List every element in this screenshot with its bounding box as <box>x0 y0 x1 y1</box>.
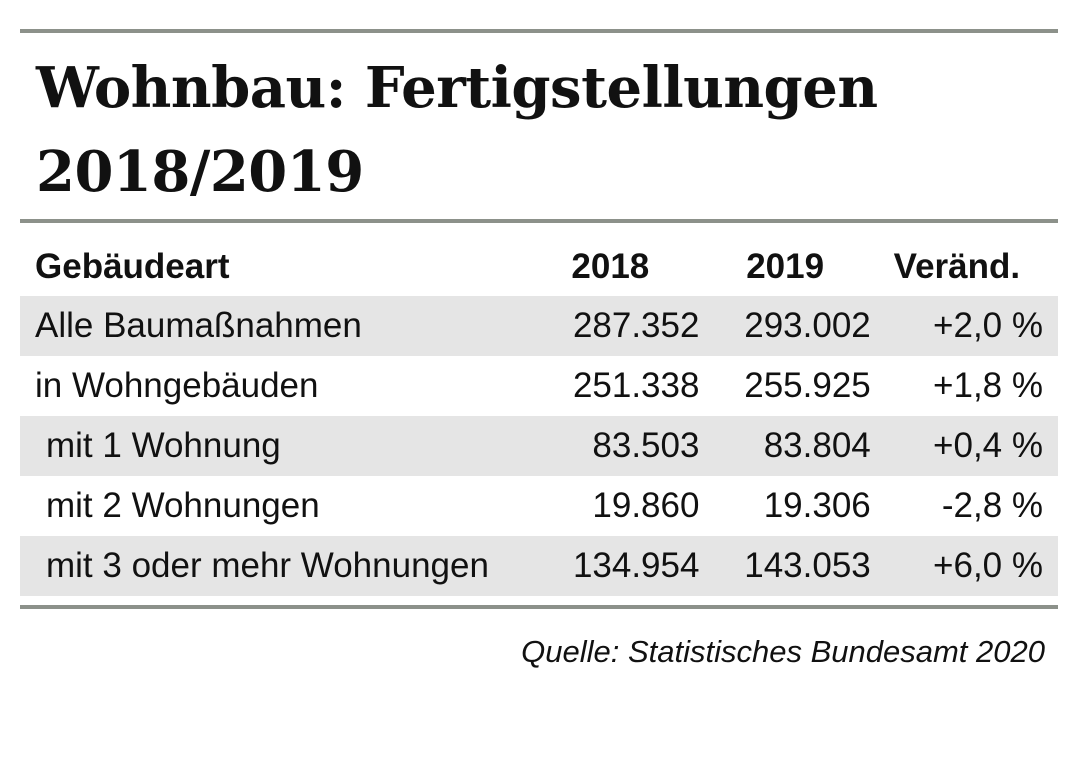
value-2019: 255.925 <box>744 366 871 405</box>
value-2019: 143.053 <box>699 536 871 596</box>
value-2019: 19.306 <box>763 486 871 525</box>
source-note: Quelle: Statistisches Bundesamt 2020 <box>521 634 1045 669</box>
table-row: mit 3 oder mehr Wohnungen 134.954 143.053 +… <box>20 536 1058 596</box>
column-header: 2018 <box>571 247 650 286</box>
row-label: in Wohngebäuden <box>35 366 319 405</box>
table-row: mit 1 Wohnung 83.503 83.804 +0,4 % <box>20 416 1058 476</box>
row-label: mit 1 Wohnung <box>20 416 522 476</box>
value-2019: 293.002 <box>699 296 871 356</box>
value-2018: 134.954 <box>521 536 700 596</box>
value-2019: 83.804 <box>699 416 871 476</box>
value-change: +6,0 % <box>870 536 1058 596</box>
value-2018: 251.338 <box>572 366 700 405</box>
bottom-rule <box>20 605 1058 609</box>
table-row: mit 2 Wohnungen 19.860 19.306 -2,8 % <box>20 476 1058 536</box>
value-change: +0,4 % <box>870 416 1058 476</box>
header-row: Gebäudeart 2018 2019 Veränd. <box>20 238 1058 296</box>
page-title: Wohnbau: Fertigstellungen 2018/2019 <box>36 46 1036 214</box>
title-line-2: 2018/2019 <box>36 139 364 205</box>
value-2018: 19.860 <box>592 486 700 525</box>
column-header: Gebäudeart <box>35 247 230 286</box>
column-header: Veränd. <box>893 247 1021 286</box>
data-table: Gebäudeart 2018 2019 Veränd. Alle Baumaß… <box>20 238 1058 596</box>
title-line-1: Wohnbau: Fertigstellungen <box>36 55 878 121</box>
value-2018: 83.503 <box>521 416 700 476</box>
row-label: mit 3 oder mehr Wohnungen <box>20 536 522 596</box>
table-row: Alle Baumaßnahmen 287.352 293.002 +2,0 % <box>20 296 1058 356</box>
table-row: in Wohngebäuden 251.338 255.925 +1,8 % <box>20 356 1058 416</box>
title-rule <box>20 219 1058 223</box>
row-label: Alle Baumaßnahmen <box>20 296 522 356</box>
value-2018: 287.352 <box>521 296 700 356</box>
row-label: mit 2 Wohnungen <box>46 486 320 525</box>
value-change: +1,8 % <box>933 366 1043 405</box>
top-rule <box>20 29 1058 33</box>
value-change: +2,0 % <box>870 296 1058 356</box>
value-change: -2,8 % <box>941 486 1043 525</box>
column-header: 2019 <box>746 247 825 286</box>
